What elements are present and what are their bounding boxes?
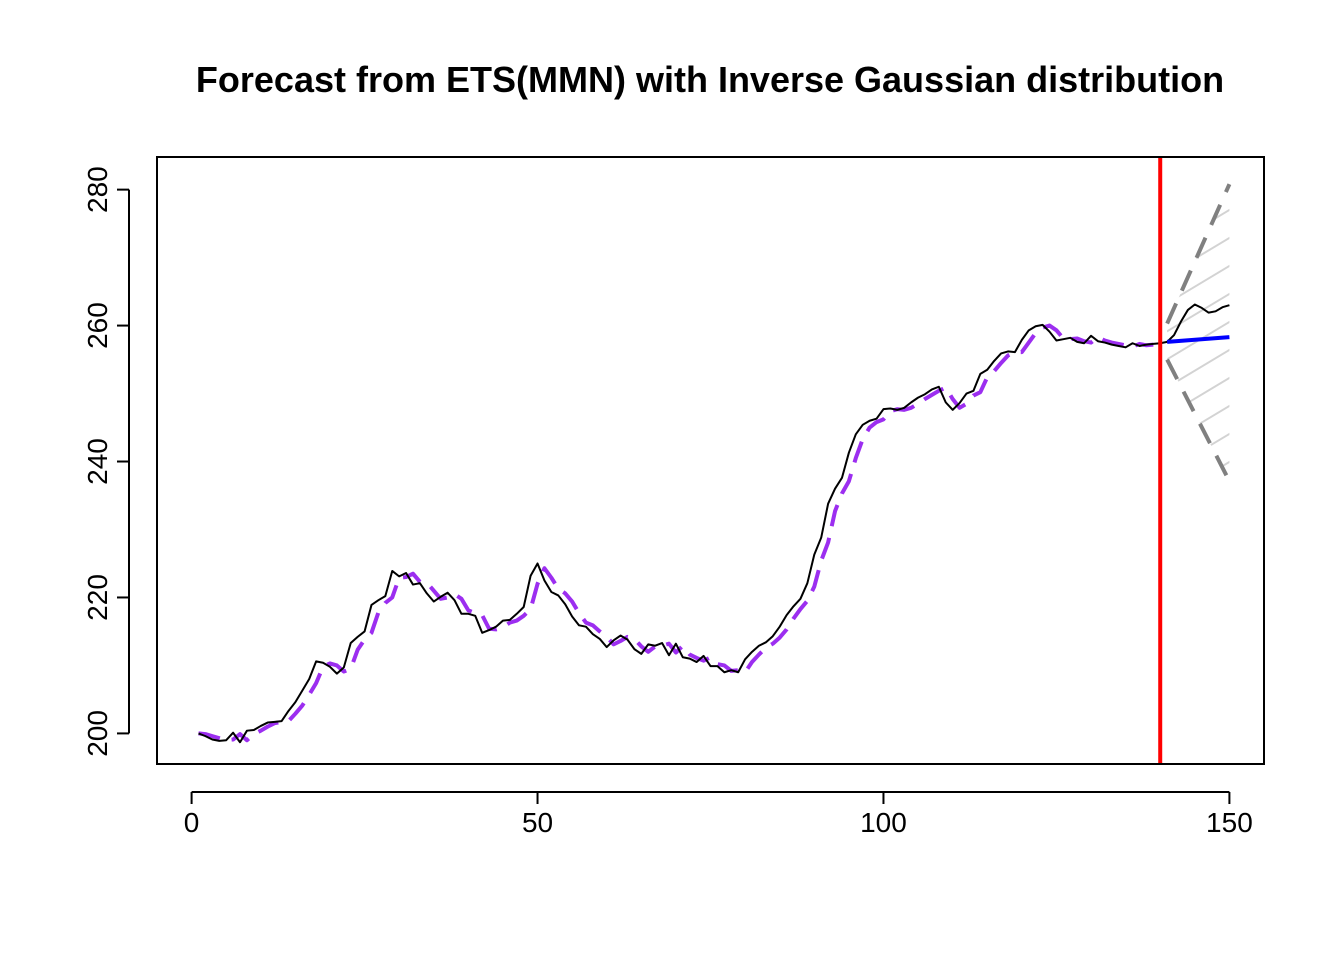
- series-actuals: [198, 303, 1230, 744]
- hatch-line: [1157, 540, 1239, 589]
- hatch-line: [1167, 427, 1230, 479]
- x-tick-label: 0: [184, 807, 200, 838]
- hatch-line: [1157, 120, 1239, 169]
- y-tick-label: 260: [82, 302, 113, 349]
- series-upper-bound: [1165, 183, 1232, 325]
- hatch-line: [1167, 287, 1230, 339]
- hatch-line: [1167, 455, 1230, 482]
- hatch-line: [1167, 184, 1230, 227]
- hatch-line: [1157, 512, 1239, 561]
- chart-title: Forecast from ETS(MMN) with Inverse Gaus…: [196, 59, 1224, 100]
- y-tick-label: 280: [82, 166, 113, 213]
- hatch-line: [1167, 371, 1230, 423]
- series-fitted: [198, 323, 1154, 743]
- interval-hatch: [1157, 120, 1239, 617]
- series-point-forecast: [1166, 335, 1230, 344]
- x-tick-label: 50: [522, 807, 553, 838]
- y-tick-label: 220: [82, 574, 113, 621]
- y-tick-label: 240: [82, 438, 113, 485]
- axes: 0 50 100 150 200 220 240 260 280: [82, 166, 1253, 838]
- hatch-line: [1167, 259, 1230, 311]
- x-tick-label: 150: [1206, 807, 1253, 838]
- x-tick-label: 100: [860, 807, 907, 838]
- prediction-interval: [1157, 120, 1239, 617]
- hatch-line: [1167, 343, 1230, 395]
- y-tick-label: 200: [82, 710, 113, 757]
- hatch-line: [1167, 203, 1230, 255]
- hatch-line: [1157, 568, 1239, 617]
- hatch-line: [1157, 484, 1239, 533]
- series-layer: [198, 157, 1232, 764]
- series-lower-bound: [1165, 358, 1232, 483]
- plot-frame: [156, 156, 1265, 765]
